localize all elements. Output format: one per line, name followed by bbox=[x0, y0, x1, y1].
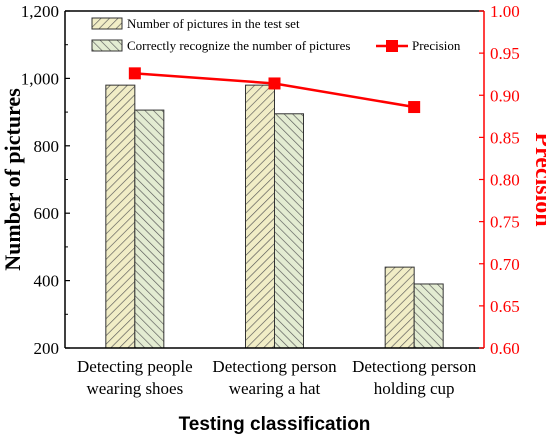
precision-point-3 bbox=[408, 101, 421, 114]
category-label-2: wearing a hat bbox=[229, 379, 321, 398]
right-tick-label: 0.75 bbox=[490, 213, 520, 232]
left-tick-label: 800 bbox=[34, 137, 60, 156]
legend-label-correct: Correctly recognize the number of pictur… bbox=[127, 38, 350, 53]
right-tick-label: 0.85 bbox=[490, 128, 520, 147]
right-tick-label: 0.95 bbox=[490, 44, 520, 63]
right-tick-label: 0.60 bbox=[490, 339, 520, 358]
category-label-1: wearing shoes bbox=[86, 379, 183, 398]
right-axis-title: Precision bbox=[530, 132, 546, 226]
bar-correct-3 bbox=[413, 283, 444, 349]
x-axis-title: Testing classification bbox=[179, 414, 371, 435]
right-tick-label: 1.00 bbox=[490, 2, 520, 21]
legend-label-test-set: Number of pictures in the test set bbox=[127, 16, 300, 31]
bar-test-set-2 bbox=[245, 84, 275, 349]
bar-test-set-3 bbox=[384, 266, 415, 349]
left-tick-label: 1,200 bbox=[21, 2, 59, 21]
y-axis-title: Number of pictures bbox=[0, 88, 25, 271]
left-tick-label: 1,000 bbox=[21, 69, 59, 88]
left-tick-label: 400 bbox=[34, 272, 60, 291]
legend-swatch-test-set bbox=[91, 17, 123, 30]
category-label-1: Detecting people bbox=[77, 357, 193, 376]
precision-point-2 bbox=[268, 77, 281, 90]
right-tick-label: 0.65 bbox=[490, 297, 520, 316]
right-tick-label: 0.80 bbox=[490, 171, 520, 190]
category-label-3: Detectiong person bbox=[352, 357, 477, 376]
legend-swatch-correct bbox=[91, 39, 123, 52]
category-label-3: holding cup bbox=[374, 379, 455, 398]
bar-correct-1 bbox=[134, 109, 165, 349]
legend-label-precision: Precision bbox=[412, 38, 461, 53]
bar-correct-2 bbox=[274, 113, 304, 349]
right-tick-label: 0.90 bbox=[490, 86, 520, 105]
legend-marker-precision bbox=[386, 40, 398, 52]
category-label-2: Detectiong person bbox=[212, 357, 337, 376]
left-tick-label: 600 bbox=[34, 204, 60, 223]
precision-point-1 bbox=[128, 67, 141, 80]
left-tick-label: 200 bbox=[34, 339, 60, 358]
bar-test-set-1 bbox=[105, 84, 136, 349]
right-tick-label: 0.70 bbox=[490, 255, 520, 274]
